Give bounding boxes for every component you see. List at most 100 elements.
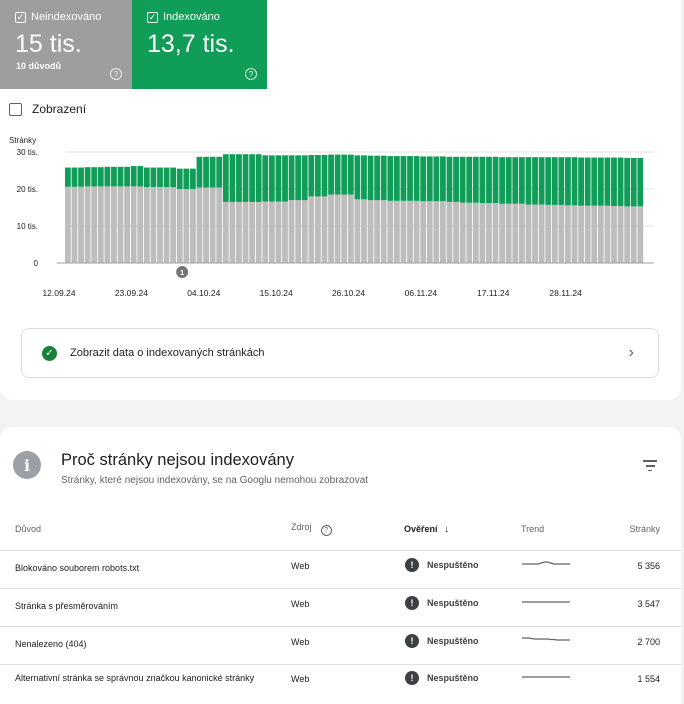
checkbox-checked-icon[interactable]: ✓ bbox=[147, 11, 158, 23]
bar-not-indexed bbox=[216, 187, 223, 263]
bar-not-indexed bbox=[111, 186, 117, 263]
bar-not-indexed bbox=[492, 203, 499, 263]
bar-indexed bbox=[584, 157, 591, 206]
checkbox-unchecked-icon[interactable] bbox=[9, 102, 22, 116]
bar-not-indexed bbox=[367, 200, 374, 263]
bar-not-indexed bbox=[354, 199, 361, 263]
bar-not-indexed bbox=[334, 194, 341, 263]
pages-cell: 2 700 bbox=[637, 637, 660, 647]
status-label: Nespuštěno bbox=[427, 636, 479, 646]
bar-indexed bbox=[472, 156, 479, 203]
bar-indexed bbox=[604, 157, 611, 206]
view-toggle[interactable]: Zobrazení bbox=[9, 102, 86, 116]
divider bbox=[0, 550, 681, 551]
bar-not-indexed bbox=[91, 186, 98, 263]
bar-not-indexed bbox=[380, 200, 387, 263]
bar-not-indexed bbox=[78, 186, 84, 263]
bar-not-indexed bbox=[486, 203, 492, 263]
bar-indexed bbox=[216, 156, 223, 188]
bar-not-indexed bbox=[440, 201, 446, 263]
bar-not-indexed bbox=[301, 200, 308, 263]
y-tick-label: 10 tis. bbox=[17, 222, 38, 231]
status-label: Nespuštěno bbox=[427, 598, 479, 608]
bar-indexed bbox=[525, 157, 532, 205]
bar-indexed bbox=[611, 157, 617, 207]
column-header-status[interactable]: Ověření ↓ bbox=[404, 524, 449, 535]
bar-indexed bbox=[453, 156, 459, 202]
column-header-source[interactable]: Zdroj? bbox=[291, 522, 332, 536]
bar-indexed bbox=[361, 155, 367, 200]
bar-indexed bbox=[295, 155, 302, 201]
arrow-down-icon: ↓ bbox=[444, 524, 450, 535]
bar-not-indexed bbox=[308, 196, 315, 263]
table-row[interactable]: Stránka s přesměrováním Web! Nespuštěno 3 5… bbox=[0, 589, 681, 627]
reason-cell: Alternativní stránka se správnou značkou… bbox=[15, 673, 255, 683]
bar-not-indexed bbox=[413, 200, 420, 263]
bar-not-indexed bbox=[328, 194, 334, 263]
view-indexed-data-label: Zobrazit data o indexovaných stránkách bbox=[70, 347, 265, 359]
bar-not-indexed bbox=[505, 203, 512, 263]
checkbox-checked-icon[interactable]: ✓ bbox=[15, 11, 26, 23]
bar-not-indexed bbox=[255, 201, 262, 263]
view-toggle-label: Zobrazení bbox=[32, 102, 87, 116]
warning-icon: ! bbox=[405, 634, 419, 648]
bar-not-indexed bbox=[584, 205, 591, 263]
column-header-reason[interactable]: Důvod bbox=[15, 524, 42, 534]
bar-indexed bbox=[130, 166, 137, 187]
bar-indexed bbox=[229, 154, 236, 202]
help-icon[interactable]: ? bbox=[245, 68, 257, 80]
bar-indexed bbox=[321, 154, 328, 197]
info-icon: i bbox=[13, 451, 41, 479]
bar-indexed bbox=[597, 157, 604, 206]
bar-not-indexed bbox=[578, 205, 584, 263]
bar-indexed bbox=[176, 168, 183, 189]
bar-not-indexed bbox=[571, 205, 578, 263]
bar-not-indexed bbox=[282, 201, 288, 263]
bar-not-indexed bbox=[479, 203, 486, 263]
bar-not-indexed bbox=[597, 205, 604, 263]
bar-not-indexed bbox=[130, 186, 137, 263]
bar-indexed bbox=[551, 157, 558, 205]
bar-indexed bbox=[163, 167, 170, 188]
bar-indexed bbox=[374, 155, 381, 201]
y-tick-label: 0 bbox=[34, 259, 39, 268]
bar-indexed bbox=[505, 157, 512, 204]
bar-indexed bbox=[545, 157, 552, 205]
bar-not-indexed bbox=[466, 202, 473, 263]
trend-sparkline bbox=[522, 637, 570, 641]
status-label: Nespuštěno bbox=[427, 560, 479, 570]
bar-indexed bbox=[137, 166, 144, 187]
table-row[interactable]: Alternativní stránka se správnou značkou… bbox=[0, 665, 681, 703]
x-tick-label: 12.09.24 bbox=[42, 288, 75, 298]
bar-indexed bbox=[282, 155, 288, 202]
bar-not-indexed bbox=[315, 196, 321, 263]
help-icon[interactable]: ? bbox=[320, 525, 332, 536]
indexed-value: 13,7 tis. bbox=[147, 30, 235, 58]
column-header-pages[interactable]: Stránky bbox=[629, 524, 660, 534]
chevron-right-icon: › bbox=[628, 344, 634, 361]
bar-not-indexed bbox=[288, 200, 295, 263]
pages-cell: 3 547 bbox=[637, 599, 660, 609]
reasons-card: i Proč stránky nejsou indexovány Stránky… bbox=[0, 427, 681, 704]
bar-not-indexed bbox=[361, 199, 367, 263]
indexed-tile[interactable]: ✓ Indexováno 13,7 tis. ? bbox=[132, 0, 267, 89]
bar-indexed bbox=[459, 156, 466, 203]
bar-indexed bbox=[150, 167, 157, 188]
bar-not-indexed bbox=[532, 204, 538, 263]
not-indexed-tile[interactable]: ✓ Neindexováno 15 tis. 10 důvodů ? bbox=[0, 0, 132, 89]
bar-not-indexed bbox=[275, 201, 282, 263]
help-icon[interactable]: ? bbox=[110, 68, 122, 80]
bar-indexed bbox=[420, 156, 427, 202]
table-row[interactable]: Nenalezeno (404) Web! Nespuštěno 2 700 bbox=[0, 627, 681, 665]
reason-cell: Blokováno souborem robots.txt bbox=[15, 563, 140, 573]
bar-not-indexed bbox=[176, 189, 183, 263]
view-indexed-data-link[interactable]: ✓ Zobrazit data o indexovaných stránkách… bbox=[21, 328, 659, 378]
trend-line bbox=[522, 637, 570, 641]
table-row[interactable]: Blokováno souborem robots.txt Web! Nespušt… bbox=[0, 551, 681, 589]
trend-sparkline bbox=[522, 601, 570, 603]
source-cell: Web bbox=[291, 599, 310, 609]
bar-not-indexed bbox=[295, 200, 302, 263]
filter-icon[interactable] bbox=[643, 460, 657, 472]
bar-not-indexed bbox=[321, 196, 328, 263]
bar-not-indexed bbox=[393, 200, 400, 263]
